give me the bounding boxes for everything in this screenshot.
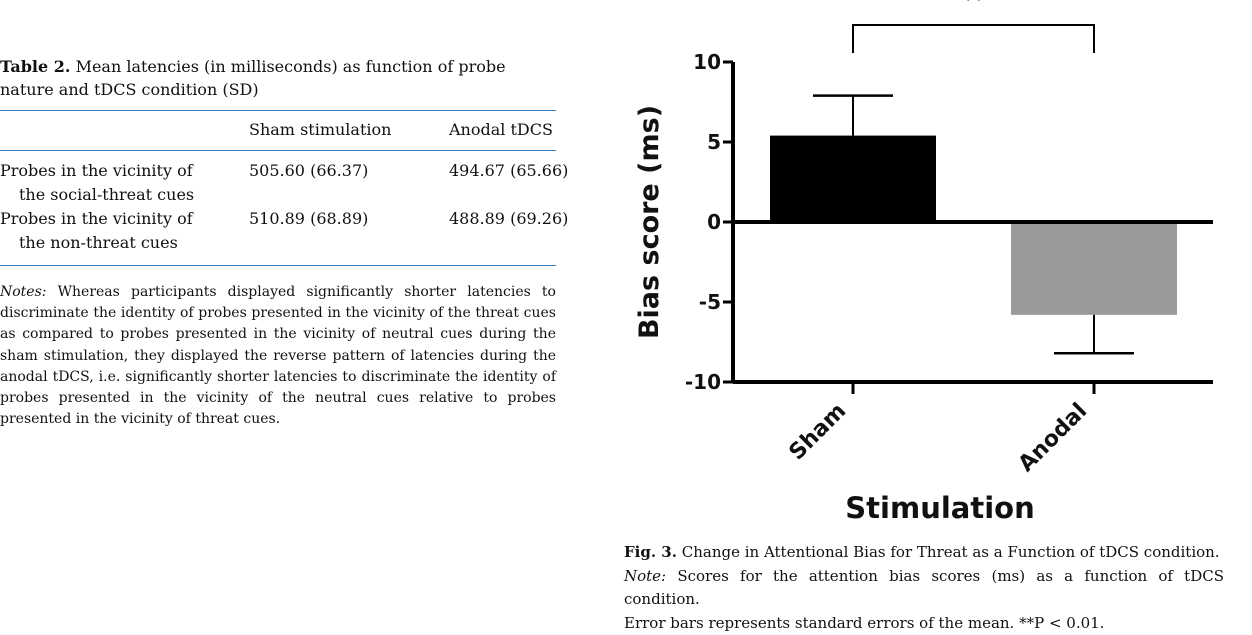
figure-caption-text: Change in Attentional Bias for Threat as… — [682, 543, 1220, 561]
figure-note-line-2: Error bars represents standard errors of… — [624, 612, 1224, 635]
notes-label: Notes: — [0, 284, 47, 300]
x-tick-label-sham: Sham — [785, 399, 852, 466]
row-2-label-line-1: Probes in the vicinity of — [0, 209, 193, 228]
column-header-sham: Sham stimulation — [249, 118, 391, 142]
table-row-2-label: Probes in the vicinity of the non-threat… — [0, 207, 193, 255]
row-2-anodal-value: 488.89 (69.26) — [449, 207, 568, 231]
table-top-rule — [0, 110, 556, 111]
y-axis-ticks: 10 5 0 -5 -10 — [685, 50, 733, 394]
table-caption: Table 2. Mean latencies (in milliseconds… — [0, 55, 556, 101]
figure-caption-line-1: Fig. 3. Change in Attentional Bias for T… — [624, 541, 1224, 565]
notes-text: Whereas participants displayed significa… — [0, 284, 556, 427]
x-tick-label-anodal: Anodal — [1014, 399, 1092, 477]
table-2: Table 2. Mean latencies (in milliseconds… — [0, 55, 556, 101]
x-axis-ticks: Sham Anodal — [733, 382, 1213, 477]
table-notes: Notes: Whereas participants displayed si… — [0, 282, 556, 430]
row-1-sham-value: 505.60 (66.37) — [249, 159, 368, 183]
chart-marks — [770, 96, 1177, 354]
bar-sham — [770, 136, 936, 222]
bar-anodal — [1011, 222, 1177, 315]
figure-label: Fig. 3. — [624, 543, 677, 561]
table-label: Table 2. — [0, 57, 70, 76]
row-2-label-line-2: the non-threat cues — [0, 231, 193, 255]
table-caption-text: Mean latencies (in milliseconds) as func… — [0, 57, 506, 99]
figure-caption: Fig. 3. Change in Attentional Bias for T… — [624, 541, 1224, 635]
row-1-label-line-1: Probes in the vicinity of — [0, 161, 193, 180]
x-axis-label: Stimulation — [845, 491, 1034, 525]
figure-caption-line-2: Note: Scores for the attention bias scor… — [624, 565, 1224, 612]
significance-bracket — [853, 25, 1094, 53]
y-tick-label: 5 — [707, 130, 721, 154]
row-2-sham-value: 510.89 (68.89) — [249, 207, 368, 231]
row-1-anodal-value: 494.67 (65.66) — [449, 159, 568, 183]
column-header-anodal: Anodal tDCS — [449, 118, 553, 142]
figure-note-line-1: Scores for the attention bias scores (ms… — [624, 567, 1224, 609]
figure-note-label: Note: — [624, 567, 666, 585]
table-header-rule — [0, 150, 556, 151]
y-tick-label: -10 — [685, 370, 721, 394]
table-row-1-label: Probes in the vicinity of the social-thr… — [0, 159, 194, 207]
table-bottom-rule — [0, 265, 556, 266]
y-tick-label: -5 — [699, 290, 721, 314]
y-tick-label: 0 — [707, 210, 721, 234]
y-axis-label: Bias score (ms) — [634, 105, 665, 339]
significance-label: ** — [963, 0, 984, 11]
row-1-label-line-2: the social-threat cues — [0, 183, 194, 207]
y-tick-label: 10 — [693, 50, 721, 74]
